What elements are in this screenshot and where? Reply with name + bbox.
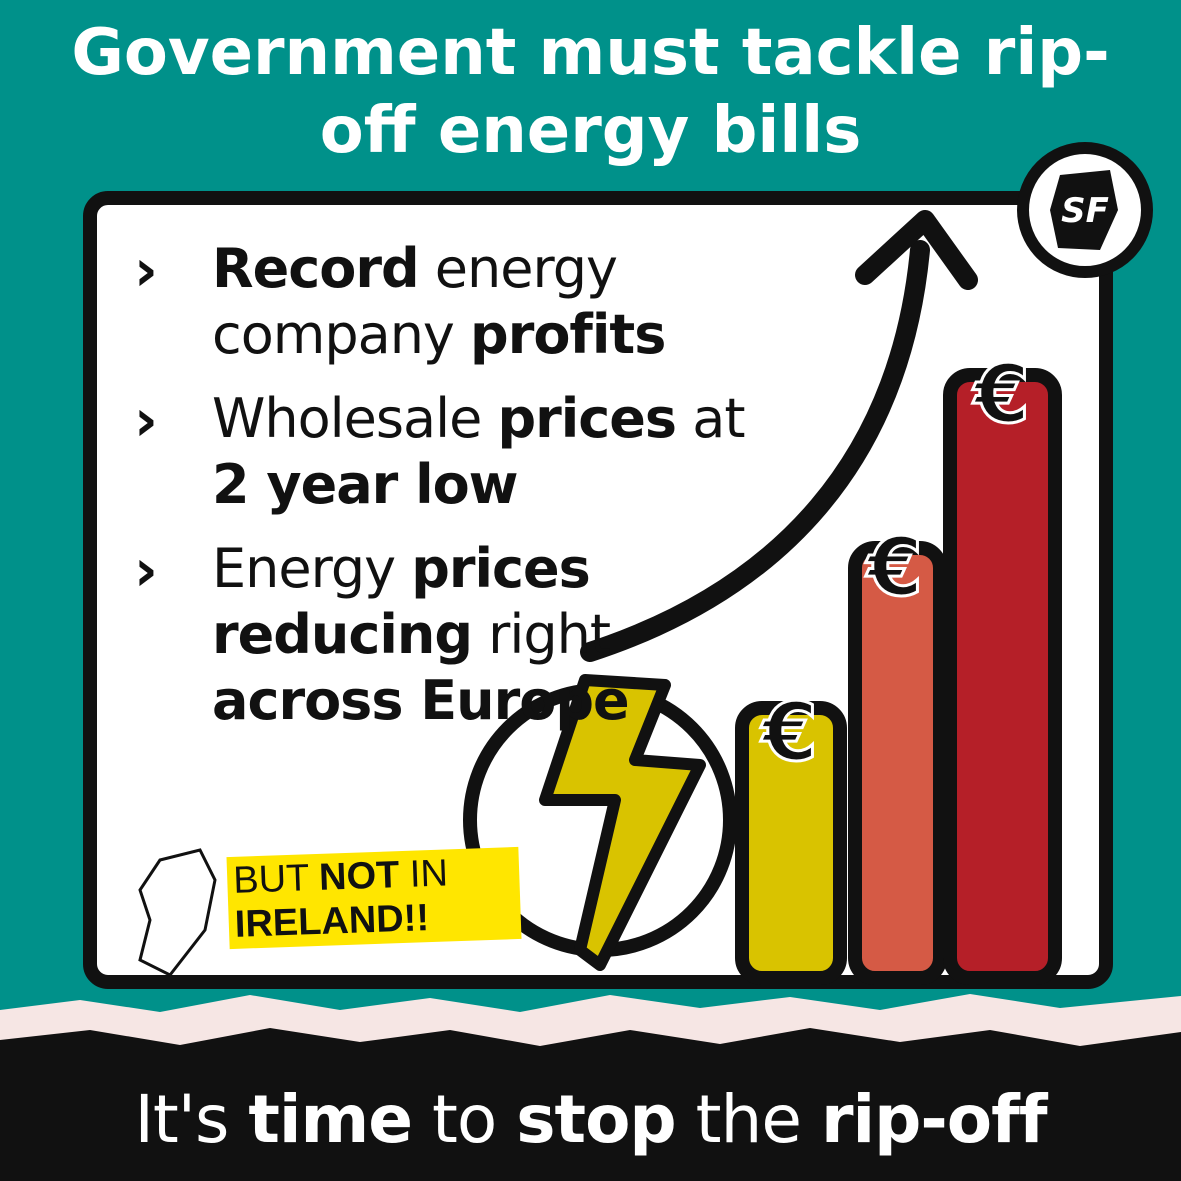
stamp: BUT NOT IN IRELAND!! <box>226 846 522 950</box>
chevron: › <box>134 236 158 304</box>
logo-text: SF <box>1061 191 1109 231</box>
text-segment: time <box>248 1081 413 1158</box>
logo-map <box>1050 170 1118 250</box>
chevron: › <box>134 536 158 604</box>
text-segment: right <box>471 603 611 666</box>
bar-orange <box>848 541 947 985</box>
text-segment: stop <box>516 1081 676 1158</box>
text-segment: Energy <box>212 537 412 600</box>
euro-symbol: € <box>760 686 818 779</box>
text-segment: to <box>412 1081 517 1158</box>
text-segment: across Europe <box>212 669 630 732</box>
text-segment: IRELAND!! <box>234 897 430 946</box>
text-segment: profits <box>470 303 666 366</box>
text-segment: 2 year low <box>212 453 519 516</box>
bullet: Wholesale prices at 2 year low <box>212 386 772 518</box>
chevron: › <box>134 386 158 454</box>
text-segment: Wholesale <box>212 387 498 450</box>
trend-arrow <box>580 240 930 662</box>
lightning-bolt <box>539 674 706 971</box>
title: Government must tackle rip-off energy bi… <box>71 16 1110 168</box>
text-segment: rip-off <box>820 1081 1048 1158</box>
text-segment: prices <box>497 387 678 450</box>
text-segment: BUT <box>232 856 320 902</box>
text-segment: NOT <box>318 854 401 899</box>
text-segment: IN <box>398 852 449 897</box>
bar-yellow <box>735 701 847 985</box>
bar-red <box>943 368 1062 985</box>
ireland-map <box>138 848 217 977</box>
euro-symbol: € <box>972 348 1030 441</box>
text-segment: Record <box>212 237 420 300</box>
bullet: Record energy company profits <box>212 236 772 368</box>
text-segment: at <box>676 387 745 450</box>
text-segment: the <box>675 1081 821 1158</box>
text-segment: energy company <box>212 237 618 366</box>
bullet: Energy prices reducing right across Euro… <box>212 536 652 734</box>
text-segment: It's <box>134 1081 249 1158</box>
footer: It's time to stop the rip-off <box>0 1070 1181 1170</box>
euro-symbol: € <box>865 521 923 614</box>
footer-band <box>0 1028 1181 1181</box>
arrow-head <box>855 210 978 290</box>
text-segment: prices reducing <box>212 537 591 666</box>
